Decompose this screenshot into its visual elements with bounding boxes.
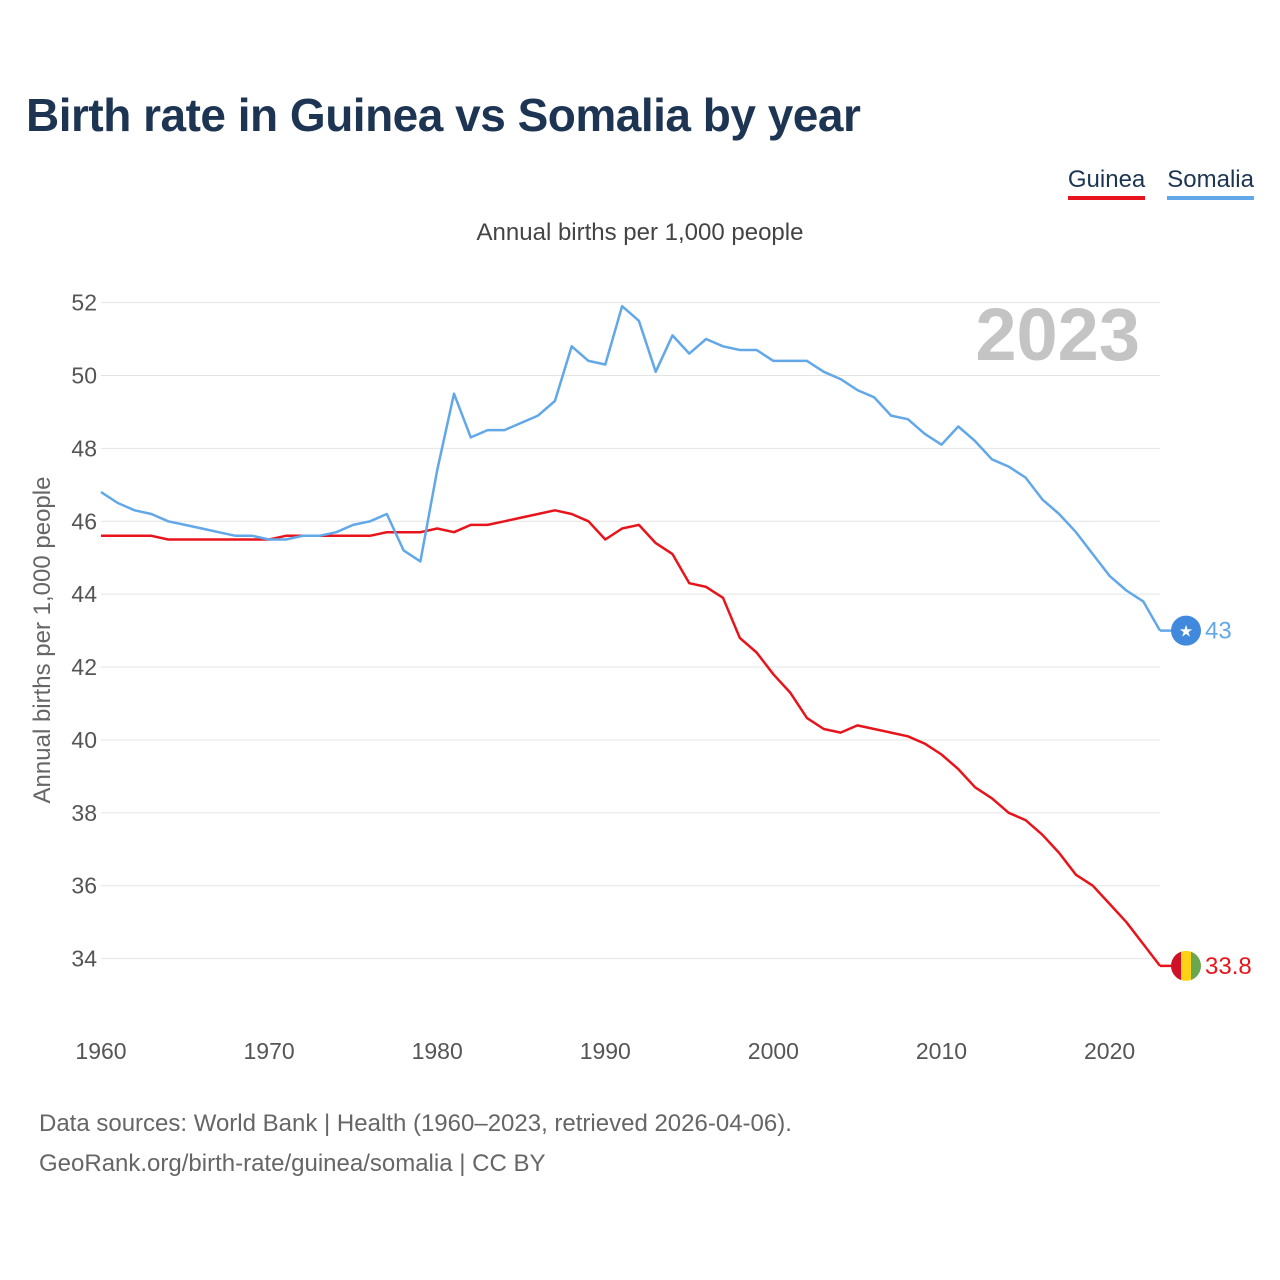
tick-layer: 34 36 38 40 42 44 46 48 50 52 1960 1970 1980 1990 2000… <box>71 290 1135 1064</box>
guinea-flag-icon <box>1171 950 1201 981</box>
line-chart: Annual births per 1,000 people Annual bi… <box>29 219 1252 1064</box>
legend-item-guinea[interactable]: Guinea <box>1067 166 1146 200</box>
end-value-label-somalia: 43 <box>1205 618 1232 645</box>
y-tick-label: 42 <box>71 654 97 680</box>
source-line-1: Data sources: World Bank | Health (1960–… <box>39 1110 792 1137</box>
legend: Guinea Somalia <box>1067 166 1254 200</box>
x-tick-label: 2010 <box>916 1038 967 1064</box>
x-tick-label: 1970 <box>244 1038 295 1064</box>
source-line-2[interactable]: GeoRank.org/birth-rate/guinea/somalia | … <box>39 1150 546 1177</box>
series-layer <box>100 304 1186 968</box>
y-tick-label: 40 <box>71 727 97 753</box>
x-tick-label: 2020 <box>1084 1038 1135 1064</box>
x-tick-label: 2000 <box>748 1038 799 1064</box>
y-tick-label: 38 <box>71 800 97 826</box>
marker-layer: 33.8 ★ 43 <box>1171 615 1252 981</box>
series-line-guinea[interactable] <box>101 509 1161 967</box>
legend-item-somalia[interactable]: Somalia <box>1167 166 1254 200</box>
y-axis-label: Annual births per 1,000 people <box>29 477 56 804</box>
x-tick-label: 1960 <box>75 1038 126 1064</box>
y-tick-label: 44 <box>71 581 97 607</box>
somalia-flag-icon: ★ <box>1171 615 1201 646</box>
year-watermark: 2023 <box>975 293 1140 376</box>
grid-layer <box>101 302 1160 960</box>
series-line-somalia[interactable] <box>100 304 1162 632</box>
y-tick-label: 48 <box>71 435 97 461</box>
y-tick-label: 52 <box>71 290 97 316</box>
end-value-label-guinea: 33.8 <box>1205 953 1252 980</box>
chart-title: Birth rate in Guinea vs Somalia by year <box>26 89 861 141</box>
source-note: Data sources: World Bank | Health (1960–… <box>39 1104 792 1184</box>
y-tick-label: 34 <box>71 946 97 972</box>
y-tick-label: 36 <box>71 873 97 899</box>
x-tick-label: 1990 <box>580 1038 631 1064</box>
svg-text:★: ★ <box>1179 622 1193 641</box>
x-tick-label: 1980 <box>412 1038 463 1064</box>
y-tick-label: 50 <box>71 362 97 388</box>
chart-subtitle: Annual births per 1,000 people <box>477 219 804 246</box>
y-tick-label: 46 <box>71 508 97 534</box>
